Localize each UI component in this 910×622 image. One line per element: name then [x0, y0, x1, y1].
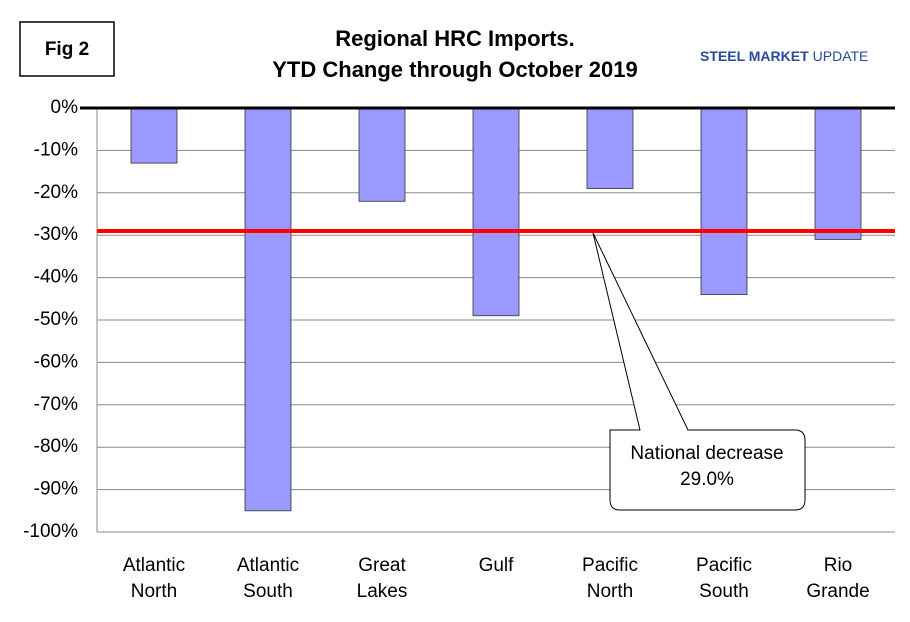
y-tick-label: -80% [34, 436, 78, 457]
y-tick-label: -20% [34, 182, 78, 203]
y-tick-label: 0% [51, 97, 79, 118]
figure-box [19, 21, 115, 77]
bar [700, 107, 748, 295]
y-tick-label: -10% [34, 139, 78, 160]
x-tick-label-line: South [699, 581, 749, 602]
bar [358, 107, 406, 202]
x-tick-label-line: Grande [806, 581, 869, 602]
x-tick-label-line: Pacific [696, 555, 752, 576]
chart-title: Regional HRC Imports. [335, 26, 575, 51]
bar [244, 107, 292, 512]
chart-subtitle: YTD Change through October 2019 [272, 57, 638, 82]
y-tick-label: -70% [34, 394, 78, 415]
y-tick-label: -40% [34, 267, 78, 288]
x-tick-label-line: South [243, 581, 293, 602]
x-tick-label: Pacific North [582, 555, 638, 602]
y-tick-label: -90% [34, 479, 78, 500]
x-tick-label-line: Great [358, 555, 406, 576]
x-tick-label-line: Rio [824, 555, 853, 576]
y-tick-label: -60% [34, 351, 78, 372]
logo-regular: UPDATE [813, 48, 869, 64]
grid: 0% -10% -20% -30% -40% -50% -60% -70% -80% -90% -1… [23, 97, 895, 602]
logo-bold: STEEL MARKET [700, 48, 809, 64]
bar [586, 107, 634, 189]
x-tick-label: Atlantic South [237, 555, 299, 602]
callout [592, 232, 806, 511]
x-tick-label-line: Atlantic [237, 555, 299, 576]
overlays: National decrease 29.0% [80, 106, 895, 511]
y-tick-label: -30% [34, 224, 78, 245]
x-tick-label-line: Gulf [479, 555, 515, 576]
figure-label: Fig 2 [45, 39, 89, 60]
x-tick-label-line: Atlantic [123, 555, 185, 576]
x-tick-label: Rio Grande [806, 555, 869, 602]
bars [130, 107, 862, 512]
x-tick-label: Pacific South [696, 555, 752, 602]
y-tick-label: -100% [23, 521, 78, 542]
x-tick-label-line: North [587, 581, 633, 602]
annotation-text: National decrease [630, 443, 783, 464]
x-tick-label: Atlantic North [123, 555, 185, 602]
bar [130, 107, 178, 164]
x-tick-label: Great Lakes [357, 555, 408, 602]
y-tick-label: -50% [34, 309, 78, 330]
x-tick-label: Gulf [479, 555, 515, 576]
x-tick-label-line: North [131, 581, 177, 602]
bar [814, 107, 862, 240]
logo: STEEL MARKET UPDATE [700, 48, 868, 64]
annotation-text: 29.0% [680, 469, 734, 490]
x-tick-label-line: Lakes [357, 581, 408, 602]
bar [472, 107, 520, 317]
x-tick-label-line: Pacific [582, 555, 638, 576]
